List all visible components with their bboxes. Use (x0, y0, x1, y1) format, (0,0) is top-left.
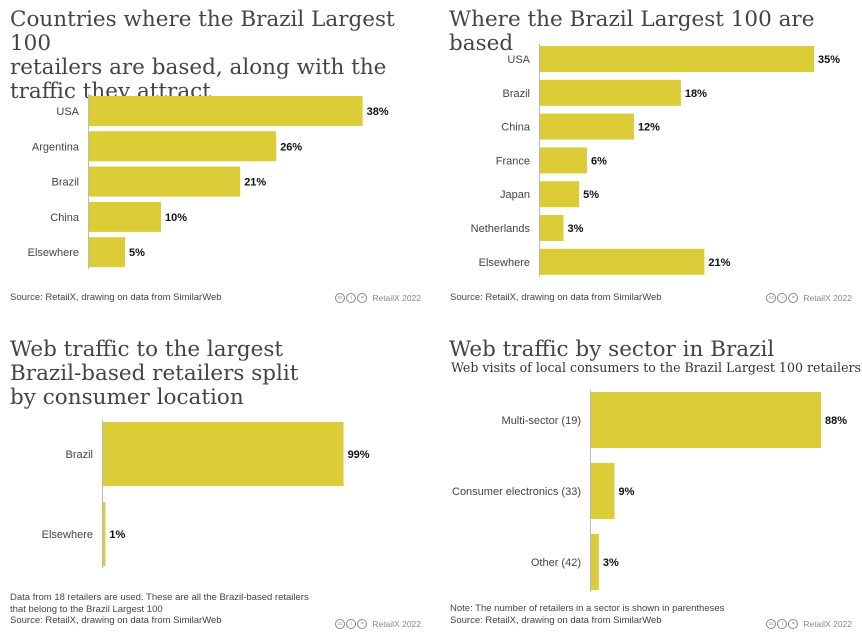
data-note: Note: The number of retailers in a secto… (450, 603, 725, 626)
value-label: 3% (603, 557, 619, 569)
category-label: France (496, 155, 530, 167)
bar-chart: USA 35% Brazil 18% China 12% France 6% Japan 5% Ne… (440, 44, 862, 280)
bar-chart: USA 38% Argentina 26% Brazil 21% China 10% Elsew… (0, 94, 431, 274)
value-label: 12% (638, 122, 660, 134)
category-label: Elsewhere (42, 529, 93, 541)
bar (540, 113, 634, 140)
chart-panel-consumer-location: Web traffic to the largest Brazil-based … (0, 330, 431, 637)
bar (591, 392, 821, 448)
value-label: 1% (109, 529, 125, 541)
chart-panel-sector-traffic: Web traffic by sector in Brazil Web visi… (440, 330, 862, 637)
bar (103, 422, 344, 486)
bar (89, 237, 125, 268)
chart-title: Web traffic by sector in Brazil (449, 337, 775, 362)
category-label: Elsewhere (479, 257, 530, 269)
category-label: USA (507, 54, 530, 66)
value-label: 9% (619, 486, 635, 498)
bar (591, 463, 615, 519)
bar (540, 181, 580, 208)
by-icon: i (777, 619, 788, 629)
nd-icon: = (788, 293, 799, 303)
chart-panel-retailer-base: Where the Brazil Largest 100 are based U… (440, 0, 862, 318)
by-icon: i (346, 293, 357, 303)
bar-chart: Multi-sector (19) 88% Consumer electronics… (440, 390, 862, 592)
value-label: 26% (280, 141, 302, 153)
value-label: 5% (583, 189, 599, 201)
bar (591, 534, 599, 590)
bar (540, 248, 705, 275)
chart-title: Where the Brazil Largest 100 are based (449, 7, 815, 56)
bar (89, 96, 363, 126)
category-label: Brazil (65, 449, 93, 461)
cc-icon: cc (335, 619, 346, 629)
category-label: Netherlands (471, 223, 531, 235)
value-label: 88% (825, 415, 847, 427)
bar (89, 166, 241, 197)
nd-icon: = (357, 293, 368, 303)
value-label: 10% (165, 212, 187, 224)
brand-mark: cc i = RetailX 2022 (335, 619, 421, 629)
cc-icon: cc (766, 619, 777, 629)
brand-mark: cc i = RetailX 2022 (766, 293, 852, 303)
category-label: Brazil (51, 177, 79, 189)
cc-icon: cc (766, 293, 777, 303)
source-note: Source: RetailX, drawing on data from Si… (10, 292, 222, 303)
value-label: 18% (685, 88, 707, 100)
chart-subtitle: Web visits of local consumers to the Bra… (451, 360, 862, 375)
category-label: Brazil (502, 88, 530, 100)
category-label: Other (42) (531, 557, 581, 569)
bar (540, 46, 814, 72)
bar (89, 131, 277, 162)
bar (540, 79, 681, 106)
category-label: Elsewhere (28, 247, 79, 259)
bar (103, 502, 106, 566)
bar (89, 201, 161, 232)
category-label: Multi-sector (19) (502, 415, 581, 427)
brand-mark: cc i = RetailX 2022 (766, 619, 852, 629)
brand-mark: cc i = RetailX 2022 (335, 293, 421, 303)
cc-icon: cc (335, 293, 346, 303)
nd-icon: = (357, 619, 368, 629)
category-label: USA (56, 106, 79, 118)
value-label: 6% (591, 155, 607, 167)
chart-title: Web traffic to the largest Brazil-based … (10, 337, 299, 410)
value-label: 21% (244, 177, 266, 189)
value-label: 21% (708, 257, 730, 269)
category-label: China (501, 122, 531, 134)
source-note: Source: RetailX, drawing on data from Si… (450, 292, 662, 303)
data-note: Data from 18 retailers are used. These a… (10, 592, 309, 626)
by-icon: i (346, 619, 357, 629)
category-label: Consumer electronics (33) (452, 486, 581, 498)
bar (540, 215, 564, 241)
category-label: Japan (500, 189, 530, 201)
category-label: China (50, 212, 80, 224)
chart-title: Countries where the Brazil Largest 100 r… (10, 7, 395, 104)
bar-chart: Brazil 99% Elsewhere 1% (0, 420, 431, 580)
chart-panel-traffic-by-origin: Countries where the Brazil Largest 100 r… (0, 0, 431, 318)
bar (540, 147, 587, 174)
value-label: 38% (367, 106, 389, 118)
by-icon: i (777, 293, 788, 303)
value-label: 35% (818, 54, 840, 66)
value-label: 99% (348, 449, 370, 461)
category-label: Argentina (32, 141, 80, 153)
value-label: 5% (129, 247, 145, 259)
nd-icon: = (788, 619, 799, 629)
value-label: 3% (567, 223, 583, 235)
